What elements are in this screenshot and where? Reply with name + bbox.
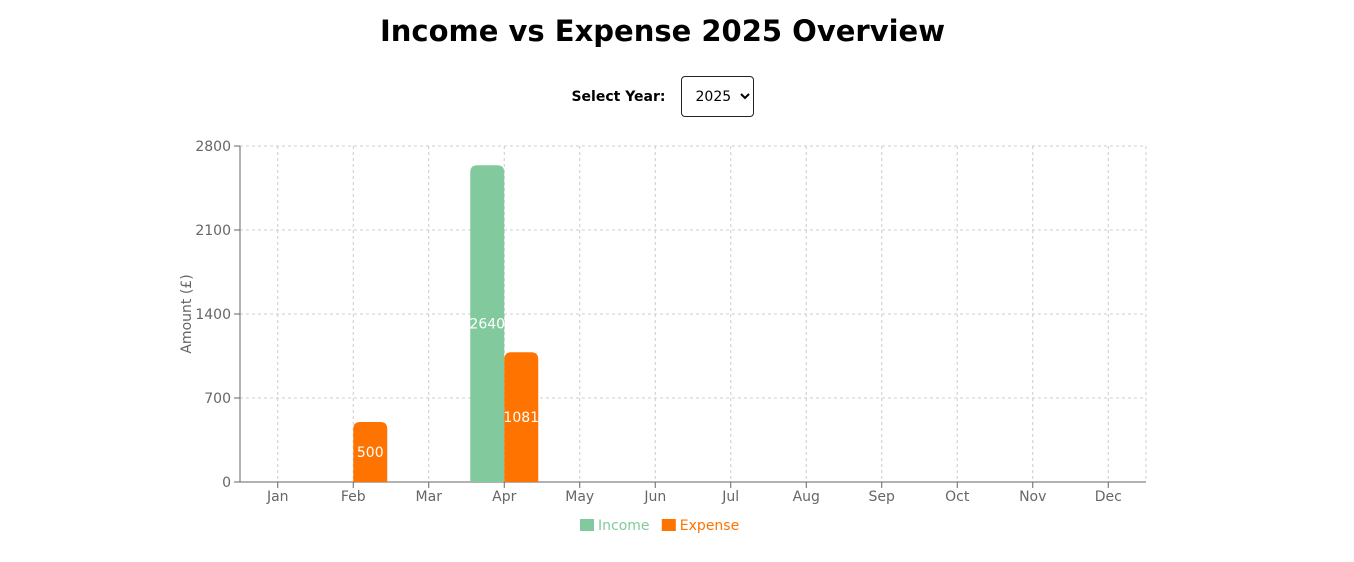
expense-bar-apr [504,352,539,482]
x-tick-label: Aug [793,489,820,505]
expense-legend-label: Expense [680,518,739,534]
year-selector: Select Year: 2025 [0,76,1325,117]
income-legend-swatch [580,519,594,531]
x-tick-label: May [565,489,594,505]
y-tick-label: 700 [204,391,231,407]
income-bar-label: 2640 [469,317,505,333]
x-tick-label: Oct [945,489,970,505]
income-legend-label: Income [598,518,650,534]
x-tick-label: Jul [721,489,739,505]
axes: 0 700 1400 2100 2800 Jan Feb Mar Apr May Jun Jul Aug… [179,139,1146,505]
x-tick-label: Dec [1095,489,1122,505]
y-tick-label: 1400 [195,307,231,323]
expense-legend-swatch [661,519,676,531]
year-select[interactable]: 2025 [680,76,754,117]
year-select-label: Select Year: [571,88,666,105]
x-tick-label: Feb [341,489,366,505]
y-tick-label: 2100 [195,223,231,239]
expense-bar-feb [353,422,388,482]
y-tick-label: 2800 [195,139,231,155]
y-axis-title: Amount (£) [179,274,195,353]
page-title: Income vs Expense 2025 Overview [379,14,946,48]
x-tick-label: Mar [416,489,443,505]
expense-bar-label: 1081 [503,410,539,426]
x-tick-label: Apr [492,489,516,505]
legend: Income Expense [580,518,739,534]
x-tick-label: Jun [643,489,666,505]
x-tick-label: Sep [869,489,896,505]
x-tick-label: Jan [266,489,289,505]
bars: 2640 500 1081 [353,165,539,482]
expense-bar-label: 500 [357,445,384,461]
x-tick-label: Nov [1019,489,1046,505]
y-tick-label: 0 [222,475,231,491]
income-bar-apr [470,165,505,482]
